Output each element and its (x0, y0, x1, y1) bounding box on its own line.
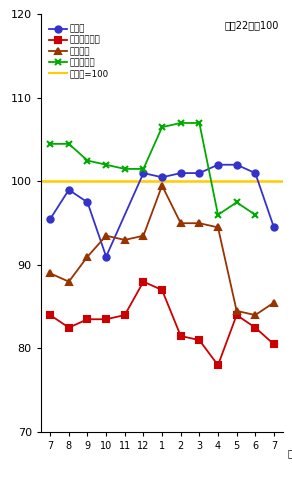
食料品工業 (216, 212, 220, 218)
食料品工業 (142, 166, 145, 172)
食料品工業 (160, 124, 164, 130)
鉄鋼業 (216, 162, 220, 168)
化学工業 (104, 233, 108, 239)
金属製品工業 (142, 279, 145, 285)
食料品工業 (67, 141, 71, 147)
食料品工業 (86, 157, 89, 163)
鉄鋼業 (253, 170, 257, 176)
化学工業 (160, 183, 164, 189)
金属製品工業 (216, 362, 220, 368)
金属製品工業 (179, 333, 182, 339)
鉄鋼業 (104, 254, 108, 260)
Line: 鉄鋼業: 鉄鋼業 (47, 162, 277, 260)
金属製品工業 (235, 312, 238, 318)
食料品工業 (104, 162, 108, 168)
化学工業 (253, 312, 257, 318)
Text: 月: 月 (287, 449, 292, 459)
Legend: 鉄鋼業, 金属製品工業, 化学工業, 食料品工業, 基準値=100: 鉄鋼業, 金属製品工業, 化学工業, 食料品工業, 基準値=100 (48, 23, 111, 80)
食料品工業 (123, 166, 126, 172)
食料品工業 (235, 199, 238, 205)
鉄鋼業 (179, 170, 182, 176)
金属製品工業 (123, 312, 126, 318)
金属製品工業 (104, 316, 108, 322)
化学工業 (142, 233, 145, 239)
化学工業 (198, 220, 201, 226)
鉄鋼業 (160, 174, 164, 180)
化学工業 (179, 220, 182, 226)
化学工業 (216, 225, 220, 230)
金属製品工業 (86, 316, 89, 322)
鉄鋼業 (48, 216, 52, 222)
食料品工業 (48, 141, 52, 147)
Line: 化学工業: 化学工業 (47, 182, 277, 318)
化学工業 (48, 270, 52, 276)
金属製品工業 (67, 324, 71, 330)
金属製品工業 (160, 287, 164, 293)
化学工業 (235, 308, 238, 314)
食料品工業 (198, 120, 201, 126)
化学工業 (123, 237, 126, 243)
Text: 平成22年＝100: 平成22年＝100 (224, 21, 278, 31)
Line: 金属製品工業: 金属製品工業 (47, 278, 277, 368)
食料品工業 (253, 212, 257, 218)
鉄鋼業 (198, 170, 201, 176)
鉄鋼業 (235, 162, 238, 168)
化学工業 (67, 279, 71, 285)
Line: 食料品工業: 食料品工業 (47, 120, 258, 218)
鉄鋼業 (86, 199, 89, 205)
金属製品工業 (272, 341, 276, 347)
鉄鋼業 (142, 170, 145, 176)
鉄鋼業 (67, 187, 71, 192)
化学工業 (272, 300, 276, 305)
鉄鋼業 (272, 225, 276, 230)
金属製品工業 (198, 337, 201, 343)
化学工業 (86, 254, 89, 260)
金属製品工業 (48, 312, 52, 318)
金属製品工業 (253, 324, 257, 330)
食料品工業 (179, 120, 182, 126)
